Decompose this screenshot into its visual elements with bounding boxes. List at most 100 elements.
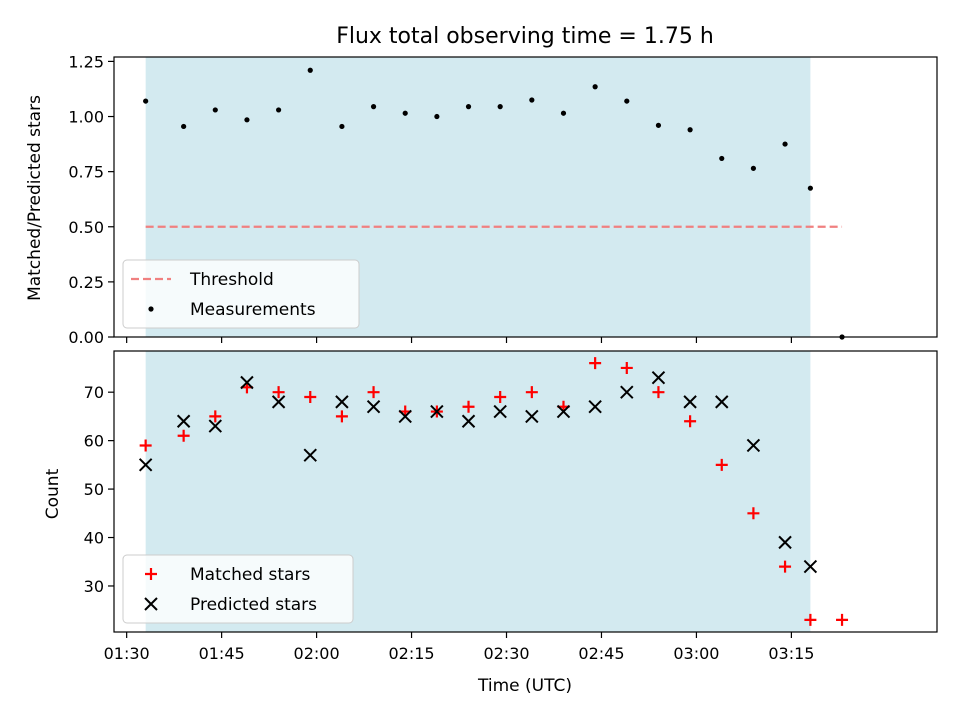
legend-box [122, 259, 360, 329]
matched-stars-point [836, 613, 849, 626]
x-tick-label: 02:00 [294, 644, 340, 663]
measurement-point [465, 104, 472, 110]
predicted-stars-point [366, 400, 381, 414]
y-tick-label: 1.00 [68, 108, 104, 127]
matched-stars-point [684, 415, 697, 428]
legend-label: Measurements [190, 300, 316, 320]
chart-title: Flux total observing time = 1.75 h [336, 24, 714, 49]
predicted-stars-point [271, 395, 286, 409]
predicted-stars-point [683, 395, 697, 409]
measurement-point [687, 127, 693, 133]
measurement-point [434, 113, 440, 120]
measurement-point [592, 84, 598, 90]
predicted-stars-point [208, 419, 222, 433]
matched-stars-point [804, 613, 817, 626]
measurement-point [307, 67, 313, 73]
predicted-stars-point [430, 404, 444, 419]
matched-stars-point [367, 386, 380, 399]
y-tick-label: 0.25 [68, 273, 104, 292]
measurement-point [807, 185, 813, 191]
matched-stars-point [335, 410, 348, 423]
matched-stars-point [462, 400, 475, 413]
legend-matched-swatch [145, 568, 157, 580]
legend: Threshold Measurements [122, 259, 360, 329]
predicted-stars-point [398, 409, 412, 424]
x-axis-label: Time (UTC) [477, 676, 572, 696]
x-tick-label: 02:30 [483, 644, 529, 663]
top-panel: 0.00 0.25 0.50 0.75 1.00 1.25 Threshold Measure… [68, 52, 938, 347]
matched-stars-point [652, 386, 665, 399]
predicted-stars-point [335, 395, 349, 409]
predicted-stars-point [556, 404, 571, 419]
legend-measurements-swatch [148, 306, 154, 312]
predicted-stars-point [303, 448, 317, 462]
measurement-point [276, 107, 282, 113]
axes-frame [113, 56, 938, 338]
matched-stars-point [494, 391, 507, 404]
bottom-y-axis-label: Count [43, 468, 63, 519]
predicted-stars-point [240, 375, 254, 390]
matched-stars-point [589, 357, 602, 370]
x-tick-label: 02:15 [388, 644, 434, 663]
measurement-point [370, 104, 377, 110]
measurement-point [339, 123, 345, 130]
measurement-point [143, 98, 149, 104]
axes-frame [113, 350, 938, 633]
predicted-stars-point [715, 395, 729, 409]
predicted-stars-point [651, 370, 666, 385]
x-tick-label: 02:45 [578, 644, 624, 663]
measurement-point [782, 141, 788, 147]
y-tick-label: 70 [84, 383, 104, 402]
predicted-stars-point [176, 414, 191, 428]
matched-stars-point [139, 439, 152, 452]
y-tick-label: 60 [84, 432, 104, 451]
measurement-point [181, 123, 187, 130]
matched-stars-point [747, 507, 760, 520]
measurement-point [624, 98, 630, 104]
top-y-axis-label: Matched/Predicted stars [25, 95, 45, 301]
measurement-point [560, 110, 567, 116]
measurement-point [719, 155, 725, 162]
y-tick-label: 1.25 [68, 52, 104, 71]
x-tick-label: 01:30 [104, 644, 150, 663]
matched-stars-point [525, 386, 538, 399]
matched-stars-point [620, 361, 633, 374]
predicted-stars-point [620, 385, 634, 399]
y-tick-label: 0.75 [68, 163, 104, 182]
legend: Matched stars Predicted stars [122, 554, 354, 624]
matched-stars-point [177, 429, 190, 442]
y-tick-label: 30 [84, 577, 104, 596]
predicted-stars-point [778, 535, 792, 550]
measurement-point [402, 110, 408, 116]
matched-stars-point [779, 560, 792, 573]
predicted-stars-point [746, 438, 761, 453]
predicted-stars-point [588, 400, 602, 414]
measurement-point [655, 122, 662, 128]
legend-label: Matched stars [190, 565, 310, 585]
matched-stars-point [272, 386, 285, 399]
predicted-stars-point [803, 559, 818, 574]
predicted-stars-point [138, 458, 153, 472]
predicted-stars-point [525, 409, 539, 424]
x-tick-label: 01:45 [199, 644, 245, 663]
predicted-stars-point [461, 414, 476, 428]
measurement-point [244, 117, 250, 123]
legend-predicted-swatch [144, 597, 158, 611]
matched-stars-point [304, 391, 317, 404]
measurement-point [212, 107, 218, 113]
legend-label: Threshold [189, 270, 274, 290]
y-tick-label: 40 [84, 529, 104, 548]
measurement-point [529, 97, 535, 103]
legend-box [122, 554, 354, 624]
x-tick-label: 03:15 [768, 644, 814, 663]
matched-stars-point [715, 458, 728, 471]
y-tick-label: 50 [84, 480, 104, 499]
x-tick-label: 03:00 [673, 644, 719, 663]
measurement-point [497, 104, 503, 110]
predicted-stars-point [493, 404, 507, 419]
bottom-panel: 30 40 50 60 70 01:30 01:45 02:00 02:15 02:30 02:45… [84, 350, 938, 663]
matched-stars-point [209, 410, 222, 423]
y-tick-label: 0.00 [68, 328, 104, 347]
legend-label: Predicted stars [190, 595, 317, 615]
